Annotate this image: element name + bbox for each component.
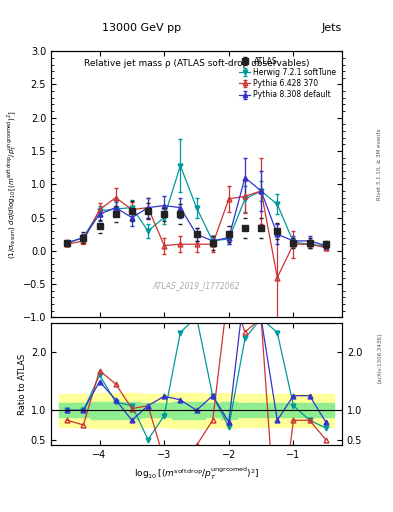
Text: Rivet 3.1.10, ≥ 3M events: Rivet 3.1.10, ≥ 3M events [377,128,382,200]
Legend: ATLAS, Herwig 7.2.1 softTune, Pythia 6.428 370, Pythia 8.308 default: ATLAS, Herwig 7.2.1 softTune, Pythia 6.4… [237,55,338,101]
Y-axis label: $(1/\sigma_{\rm resum})\ d\sigma/d\log_{10}[(m^{\rm soft\,drop}/p_T^{\rm ungroom: $(1/\sigma_{\rm resum})\ d\sigma/d\log_{… [5,110,18,259]
X-axis label: $\log_{10}[(m^{\rm soft\,drop}/p_T^{\rm ungroomed})^2]$: $\log_{10}[(m^{\rm soft\,drop}/p_T^{\rm … [134,466,259,482]
Text: 13000 GeV pp: 13000 GeV pp [102,23,181,33]
Text: Jets: Jets [321,23,342,33]
Text: ATLAS_2019_I1772062: ATLAS_2019_I1772062 [153,281,240,290]
Y-axis label: Ratio to ATLAS: Ratio to ATLAS [18,353,27,415]
Text: [arXiv:1306.3436]: [arXiv:1306.3436] [377,333,382,383]
Text: Relative jet mass ρ (ATLAS soft-drop observables): Relative jet mass ρ (ATLAS soft-drop obs… [84,59,309,68]
